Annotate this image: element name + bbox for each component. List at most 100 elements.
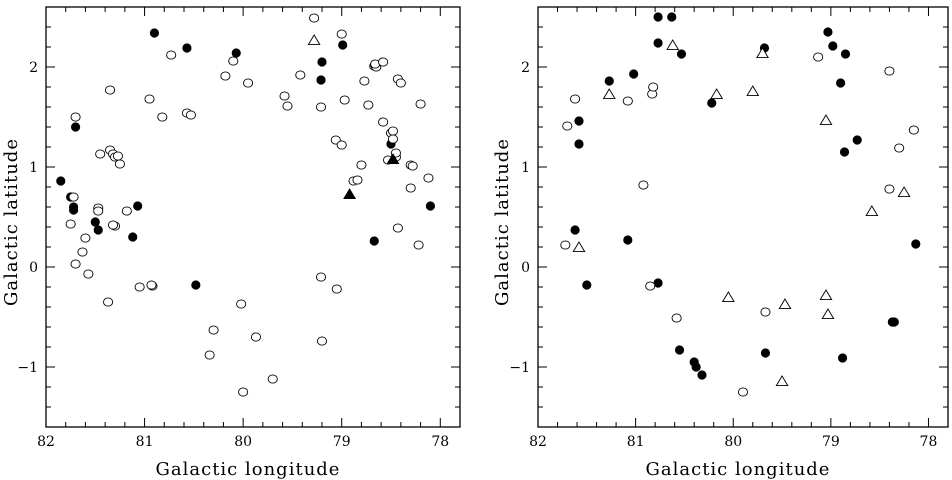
filled-circle-point: [667, 12, 677, 22]
filled-circle-point: [70, 122, 81, 132]
filled-circle-point: [133, 201, 143, 211]
filled-circle-point: [653, 38, 663, 48]
filled-circle-point: [828, 41, 838, 51]
filled-circle-point: [629, 69, 639, 79]
filled-circle-point: [707, 98, 717, 108]
open-triangle-point: [819, 289, 833, 301]
x-tick-label: 78: [431, 434, 449, 450]
filled-circle-point: [574, 139, 584, 149]
filled-circle-point: [840, 49, 851, 59]
open-circle-point: [250, 332, 262, 342]
right-scatter-panel: 82 81 80 79 78 −1 0 1 2 Galactic longitude Galacti…: [492, 6, 949, 480]
open-triangle-point: [602, 88, 616, 100]
open-circle-point: [339, 95, 350, 105]
y-tick-label: 2: [521, 60, 530, 76]
open-circle-point: [236, 299, 247, 309]
filled-circle-point: [93, 225, 103, 235]
open-triangle-point: [710, 88, 724, 100]
x-tick-label: 81: [136, 434, 154, 450]
filled-circle-point: [889, 317, 899, 327]
open-circle-point: [208, 325, 219, 335]
x-tick-label: 79: [333, 434, 351, 450]
open-circle-point: [737, 387, 749, 397]
open-circle-point: [93, 206, 104, 216]
open-circle-point: [392, 223, 403, 233]
open-triangle-point: [572, 241, 586, 253]
open-circle-point: [352, 175, 363, 185]
open-circle-point: [570, 94, 581, 104]
open-circle-point: [378, 117, 389, 127]
filled-circle-point: [836, 78, 846, 88]
y-tick-label: 0: [521, 260, 530, 276]
open-circle-point: [279, 91, 290, 101]
x-tick-label: 79: [822, 434, 840, 450]
open-triangle-point: [897, 186, 911, 198]
open-circle-point: [114, 159, 125, 169]
open-circle-point: [415, 99, 426, 109]
filled-circle-point: [231, 48, 241, 58]
filled-circle-point: [823, 27, 833, 37]
open-circle-point: [134, 282, 145, 292]
open-circle-point: [359, 76, 370, 86]
open-circle-point: [315, 102, 327, 112]
open-circle-point: [894, 143, 905, 153]
open-triangle-point: [865, 205, 879, 217]
open-circle-point: [560, 240, 571, 250]
x-tick-label: 82: [37, 434, 55, 450]
x-axis-title: Galactic longitude: [646, 459, 831, 480]
filled-circle-point: [676, 49, 687, 59]
open-triangle-point: [307, 34, 321, 46]
open-circle-point: [645, 281, 656, 291]
filled-circle-point: [90, 217, 100, 227]
filled-circle-point: [697, 370, 707, 380]
filled-circle-point: [338, 40, 348, 50]
open-circle-point: [166, 50, 177, 60]
filled-circle-point: [149, 28, 160, 38]
open-triangle-point: [666, 39, 680, 51]
open-circle-point: [185, 110, 196, 120]
left-scatter-panel: 82 81 80 79 78 −1 0 1 2 Galactic longitude Galacti…: [1, 6, 461, 480]
open-triangle-point: [778, 298, 792, 310]
filled-circle-point: [674, 345, 685, 355]
filled-circle-point: [570, 225, 580, 235]
open-circle-point: [648, 82, 659, 92]
open-circle-point: [562, 121, 573, 131]
open-circle-point: [331, 284, 342, 294]
filled-circle-point: [604, 76, 614, 86]
open-triangle-point: [746, 85, 760, 97]
y-axis-title: Galactic latitude: [492, 138, 513, 306]
filled-triangle-point: [343, 188, 357, 200]
open-circle-point: [884, 184, 895, 194]
x-tick-label: 82: [529, 434, 547, 450]
filled-circle-point: [574, 116, 584, 126]
filled-circle-point: [191, 280, 201, 290]
open-circle-point: [144, 94, 155, 104]
open-circle-point: [363, 100, 374, 110]
open-triangle-point: [821, 308, 835, 320]
open-circle-point: [884, 66, 895, 76]
y-tick-label: −1: [17, 360, 38, 376]
x-tick-label: 80: [724, 434, 742, 450]
filled-circle-point: [839, 147, 850, 157]
open-circle-point: [70, 259, 81, 269]
open-circle-point: [103, 297, 114, 307]
filled-circle-point: [623, 235, 633, 245]
y-tick-label: 2: [29, 60, 38, 76]
open-circle-point: [638, 180, 649, 190]
filled-circle-point: [653, 12, 663, 22]
open-circle-point: [65, 219, 76, 229]
open-circle-point: [336, 140, 347, 150]
x-axis-title: Galactic longitude: [156, 459, 341, 480]
filled-circle-point: [69, 205, 79, 215]
open-circle-point: [112, 151, 124, 161]
filled-circle-point: [837, 353, 848, 363]
open-circle-point: [622, 96, 633, 106]
open-circle-point: [70, 112, 81, 122]
y-tick-label: 0: [29, 260, 38, 276]
plot-frame: [45, 6, 461, 428]
open-circle-point: [157, 112, 168, 122]
open-circle-point: [387, 126, 399, 136]
x-tick-label: 78: [920, 434, 938, 450]
filled-circle-point: [128, 232, 138, 242]
